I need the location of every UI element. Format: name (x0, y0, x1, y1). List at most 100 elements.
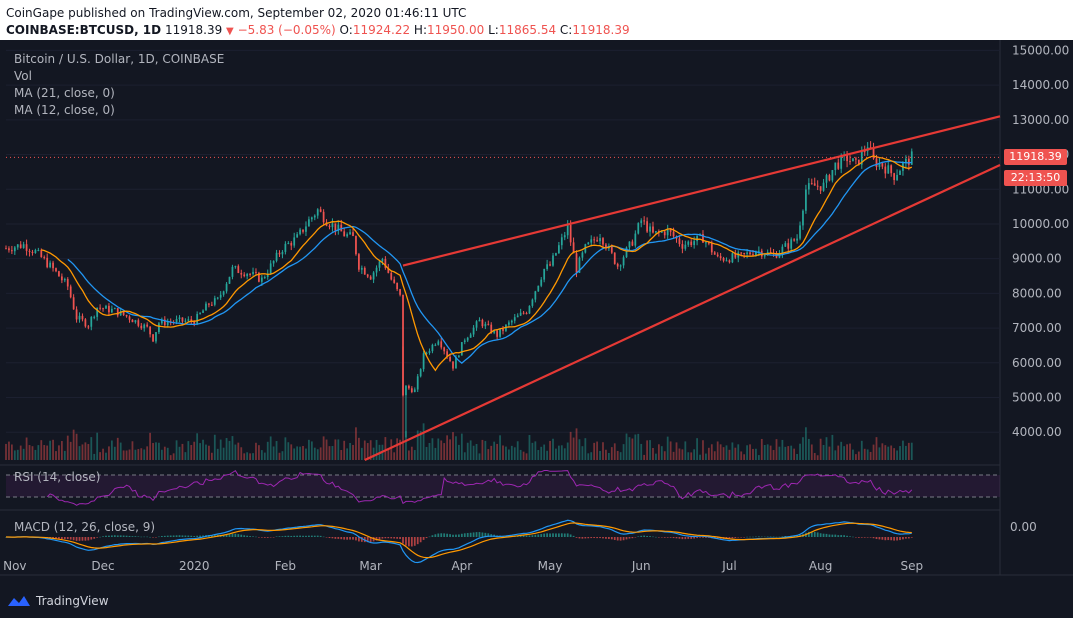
macd-histogram-bar (560, 533, 563, 537)
macd-histogram-bar (55, 537, 57, 539)
macd-histogram-bar (249, 536, 251, 537)
volume-bar (705, 453, 707, 460)
candle-body (472, 327, 475, 335)
candle-body (834, 162, 837, 171)
price-chart[interactable]: 15000.0014000.0013000.0012000.0011000.00… (0, 40, 1073, 590)
macd-histogram-bar (60, 537, 63, 540)
candle-body (434, 344, 437, 346)
symbol-label: COINBASE:BTCUSD, 1D (6, 23, 162, 37)
close-value: 11918.39 (164, 23, 223, 37)
candle-body (581, 252, 584, 258)
volume-bar (255, 442, 257, 460)
volume-bar (69, 441, 72, 460)
candle-body (619, 265, 622, 267)
volume-bar (463, 452, 466, 460)
macd-histogram-bar (622, 537, 625, 541)
candle-body (16, 244, 19, 248)
volume-bar (134, 449, 137, 460)
tradingview-logo-icon (8, 596, 30, 606)
macd-histogram-bar (255, 536, 257, 538)
macd-histogram-bar (110, 535, 113, 537)
macd-histogram-bar (878, 537, 881, 540)
macd-histogram-bar (313, 535, 316, 537)
macd-histogram-bar (531, 535, 534, 537)
macd-histogram-bar (843, 535, 846, 537)
macd-histogram-bar (810, 531, 813, 537)
volume-bar (84, 442, 87, 460)
volume-bar (55, 451, 57, 460)
volume-bar (643, 454, 646, 460)
change-value: −5.83 (−0.05%) (237, 23, 336, 37)
candle-body (234, 266, 237, 268)
candle-body (416, 376, 419, 390)
volume-bar (590, 452, 593, 460)
volume-bar (293, 448, 296, 460)
down-triangle-icon: ▼ (226, 26, 234, 37)
candle-body (152, 334, 154, 342)
candle-body (34, 250, 37, 253)
macd-histogram-bar (855, 537, 857, 538)
candle-body (813, 183, 816, 186)
macd-histogram-bar (228, 534, 231, 537)
macd-histogram-bar (678, 537, 681, 539)
volume-bar (534, 441, 537, 460)
volume-bar (907, 442, 910, 460)
volume-bar (8, 441, 10, 460)
macd-histogram-bar (590, 537, 593, 539)
macd-histogram-bar (860, 537, 863, 538)
candle-body (146, 324, 149, 327)
volume-bar (140, 448, 143, 460)
macd-histogram-bar (269, 537, 272, 538)
volume-bar (372, 447, 375, 460)
candle-body (719, 256, 722, 259)
candle-body (566, 224, 569, 236)
candle-body (825, 175, 828, 183)
macd-histogram-bar (537, 534, 540, 537)
macd-histogram-bar (546, 533, 548, 537)
macd-histogram-bar (402, 537, 404, 544)
macd-histogram-bar (593, 537, 596, 539)
candle-body (743, 253, 746, 255)
volume-bar (678, 448, 681, 460)
volume-bar (481, 439, 484, 460)
candle-body (863, 151, 866, 153)
volume-bar (846, 444, 848, 460)
macd-histogram-bar (646, 535, 648, 537)
candle-body (678, 238, 681, 245)
macd-histogram-bar (134, 536, 137, 537)
volume-bar (243, 453, 246, 460)
macd-histogram-bar (175, 535, 178, 537)
macd-histogram-bar (663, 537, 666, 538)
candle-body (163, 319, 166, 326)
volume-bar (40, 440, 43, 460)
macd-histogram-bar (278, 536, 281, 537)
macd-histogram-bar (458, 534, 460, 537)
volume-bar (49, 440, 51, 460)
volume-bar (116, 437, 119, 460)
macd-histogram-bar (178, 535, 181, 537)
macd-histogram-bar (552, 533, 554, 537)
volume-bar (146, 446, 149, 460)
macd-histogram-bar (669, 537, 672, 538)
candle-body (637, 223, 640, 234)
macd-histogram-bar (319, 535, 322, 537)
macd-histogram-bar (778, 536, 781, 538)
macd-histogram-bar (160, 535, 163, 537)
macd-histogram-bar (387, 537, 390, 539)
macd-histogram-bar (534, 534, 537, 537)
candle-body (160, 319, 163, 324)
tradingview-brand[interactable]: TradingView (8, 590, 109, 612)
volume-bar (537, 450, 540, 460)
candle-body (490, 324, 493, 333)
candle-body (102, 308, 104, 310)
macd-histogram-bar (149, 536, 151, 538)
candle-body (881, 163, 884, 167)
macd-histogram-bar (640, 535, 643, 537)
macd-histogram-bar (384, 537, 387, 539)
macd-histogram-bar (355, 537, 357, 541)
candle-body (622, 257, 625, 266)
volume-bar (337, 439, 340, 460)
macd-histogram-bar (852, 536, 854, 538)
candle-body (769, 251, 772, 253)
trendline (402, 115, 1001, 267)
